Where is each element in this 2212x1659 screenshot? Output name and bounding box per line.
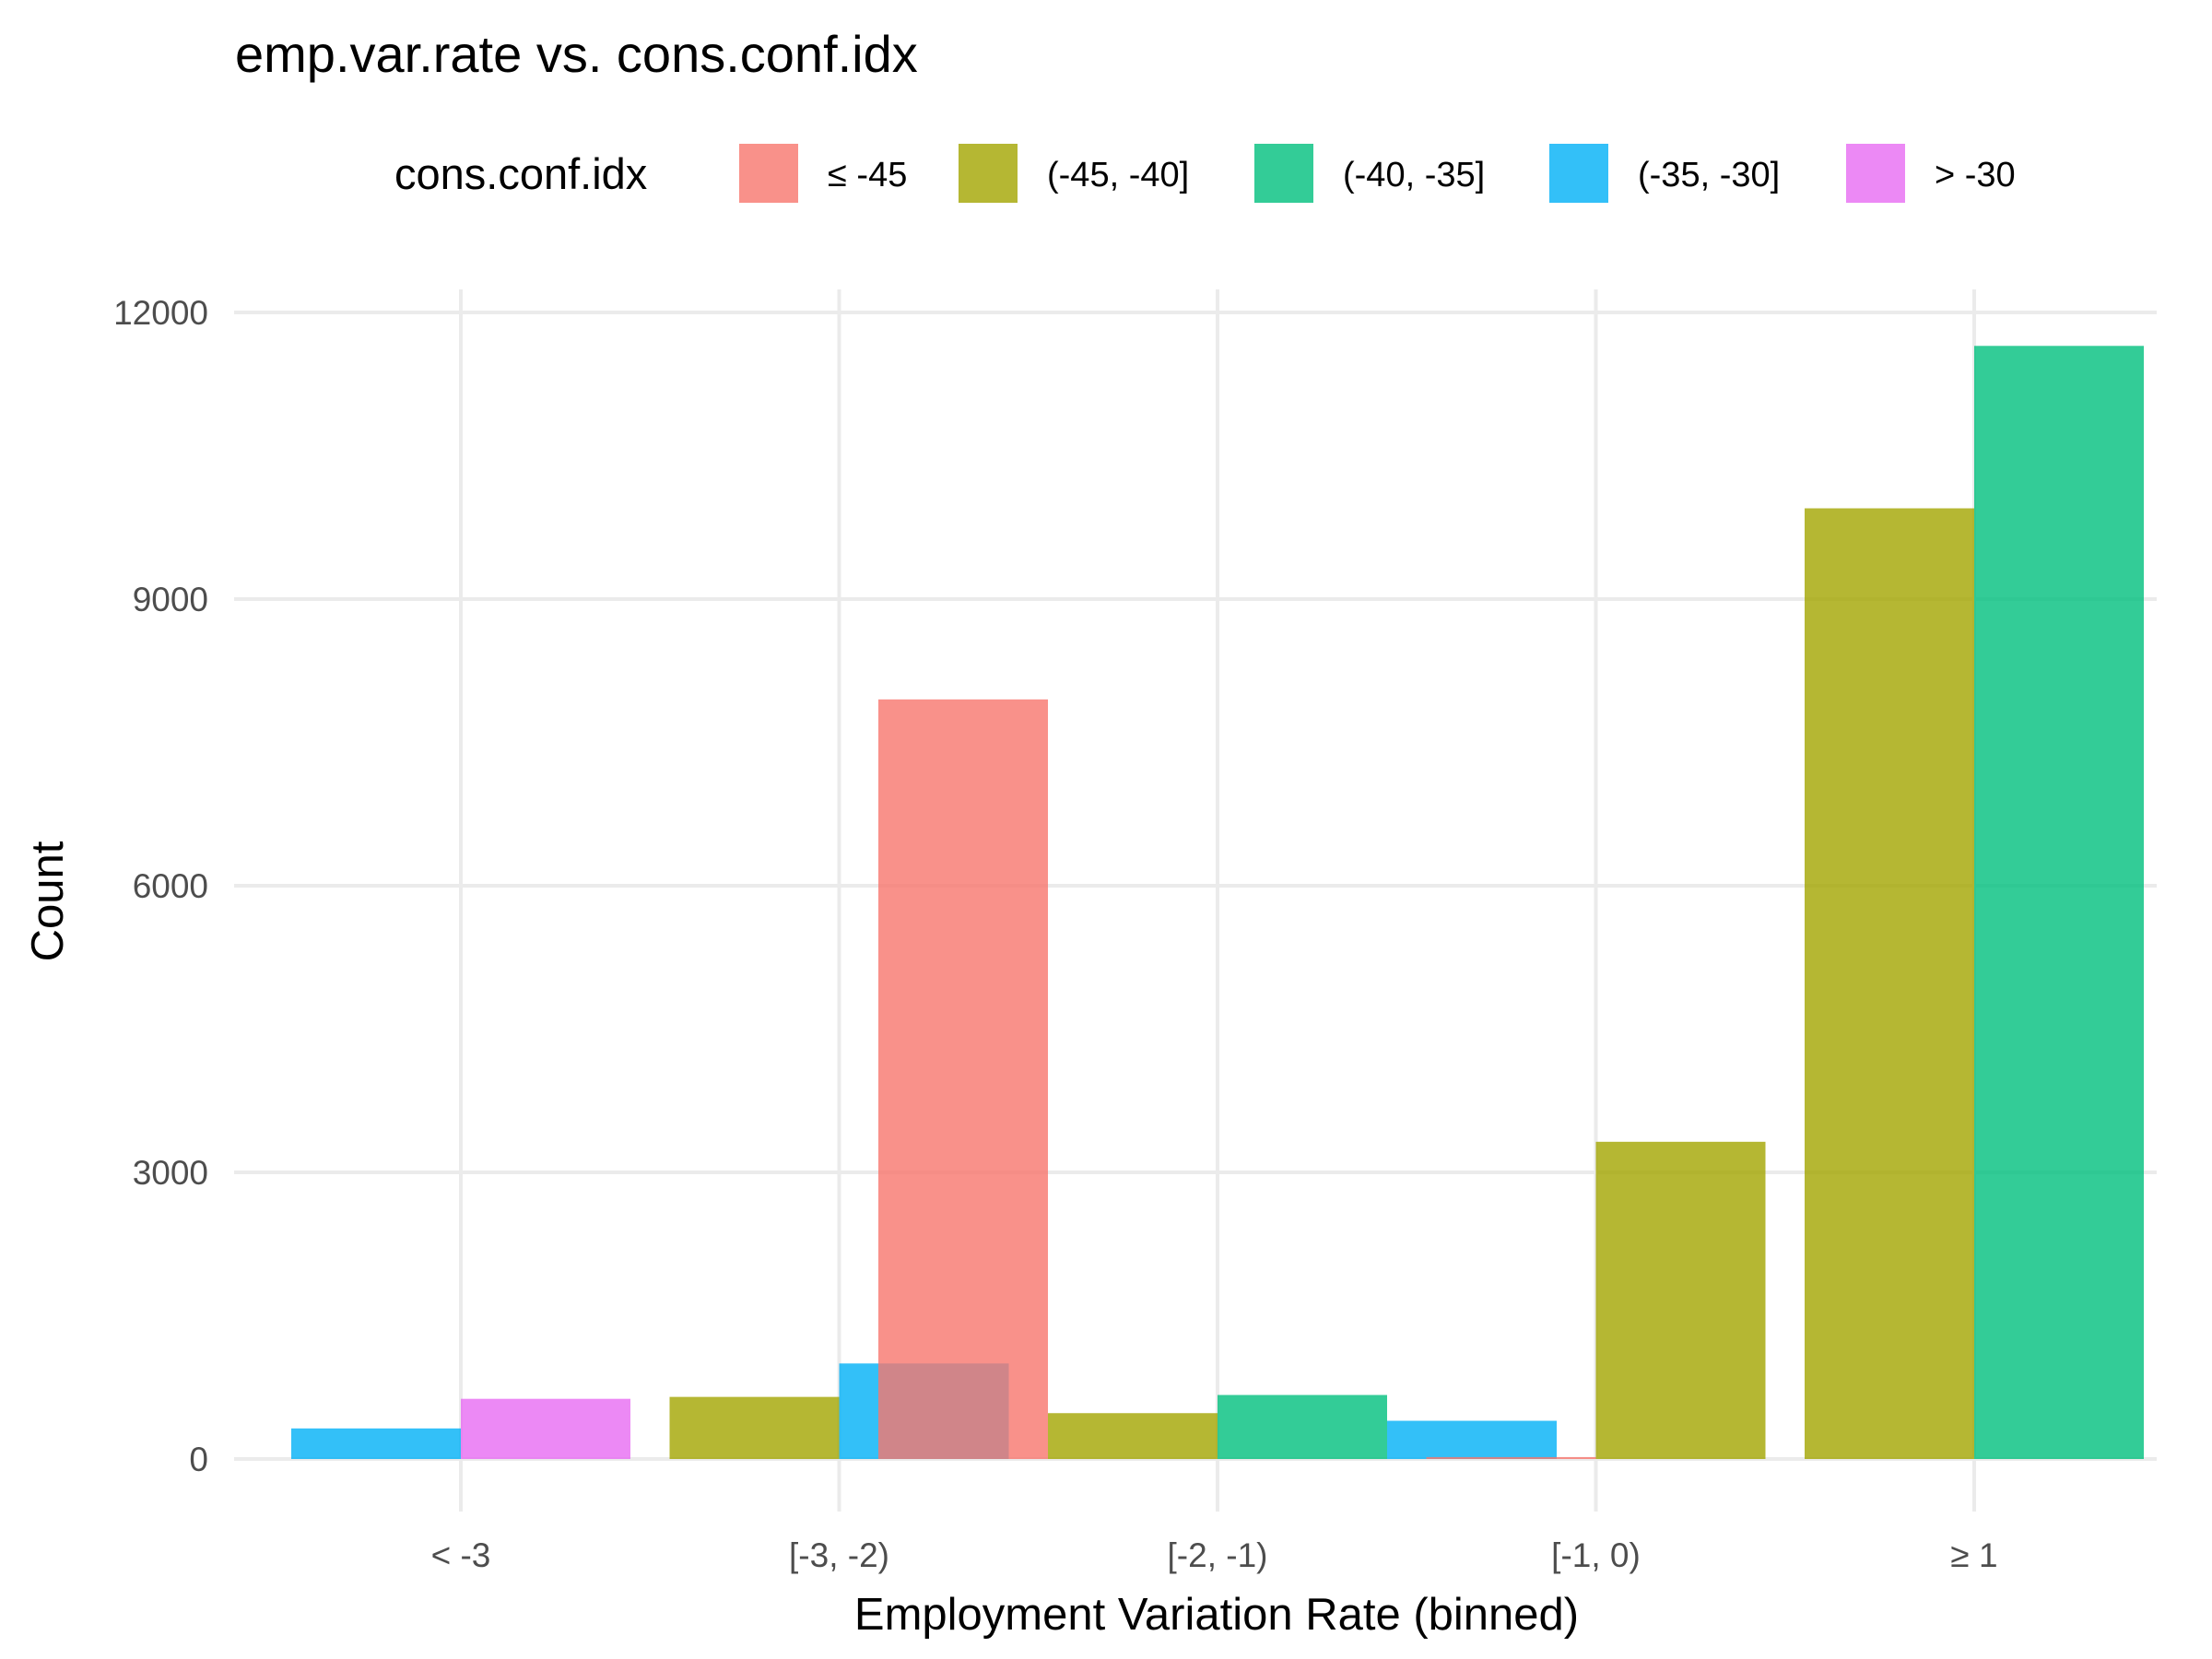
legend-title: cons.conf.idx xyxy=(394,149,647,198)
legend-key xyxy=(1846,144,1905,203)
y-tick-label: 9000 xyxy=(133,581,208,618)
bar xyxy=(1218,1394,1387,1459)
chart-title: emp.var.rate vs. cons.conf.idx xyxy=(235,25,918,83)
bar xyxy=(1387,1420,1557,1459)
bar xyxy=(1974,346,2144,1459)
legend-key xyxy=(1549,144,1608,203)
x-tick-label: < -3 xyxy=(431,1536,491,1574)
bar xyxy=(1048,1413,1218,1459)
bar xyxy=(461,1398,630,1459)
bar xyxy=(878,699,1048,1459)
y-tick-label: 3000 xyxy=(133,1154,208,1192)
y-tick-label: 12000 xyxy=(113,294,208,332)
bar xyxy=(669,1396,840,1459)
legend-key xyxy=(959,144,1018,203)
legend-label: ≤ -45 xyxy=(828,156,907,194)
legend-label: (-35, -30] xyxy=(1638,156,1780,194)
legend-key xyxy=(739,144,798,203)
x-tick-label: [-1, 0) xyxy=(1551,1536,1641,1574)
legend-label: > -30 xyxy=(1935,156,2016,194)
x-tick-label: [-3, -2) xyxy=(789,1536,889,1574)
bar xyxy=(1595,1141,1766,1459)
tick-layer: 0 3000 6000 9000 12000 < -3 [-3, -2) [-2, -1) [-… xyxy=(113,294,1997,1574)
y-tick-label: 0 xyxy=(189,1441,208,1478)
legend: cons.conf.idx ≤ -45 (-45, -40] (-40, -35] (… xyxy=(394,144,2016,203)
legend-label: (-45, -40] xyxy=(1047,156,1189,194)
legend-key xyxy=(1254,144,1313,203)
bar xyxy=(1805,508,1974,1460)
x-axis-title: Employment Variation Rate (binned) xyxy=(854,1590,1579,1640)
bar xyxy=(291,1428,461,1459)
legend-label: (-40, -35] xyxy=(1343,156,1485,194)
bar-layer xyxy=(291,346,2144,1460)
bar xyxy=(1426,1456,1596,1459)
y-axis-title: Count xyxy=(23,841,73,961)
x-tick-label: [-2, -1) xyxy=(1168,1536,1268,1574)
y-tick-label: 6000 xyxy=(133,867,208,905)
x-tick-label: ≥ 1 xyxy=(1950,1536,1997,1574)
